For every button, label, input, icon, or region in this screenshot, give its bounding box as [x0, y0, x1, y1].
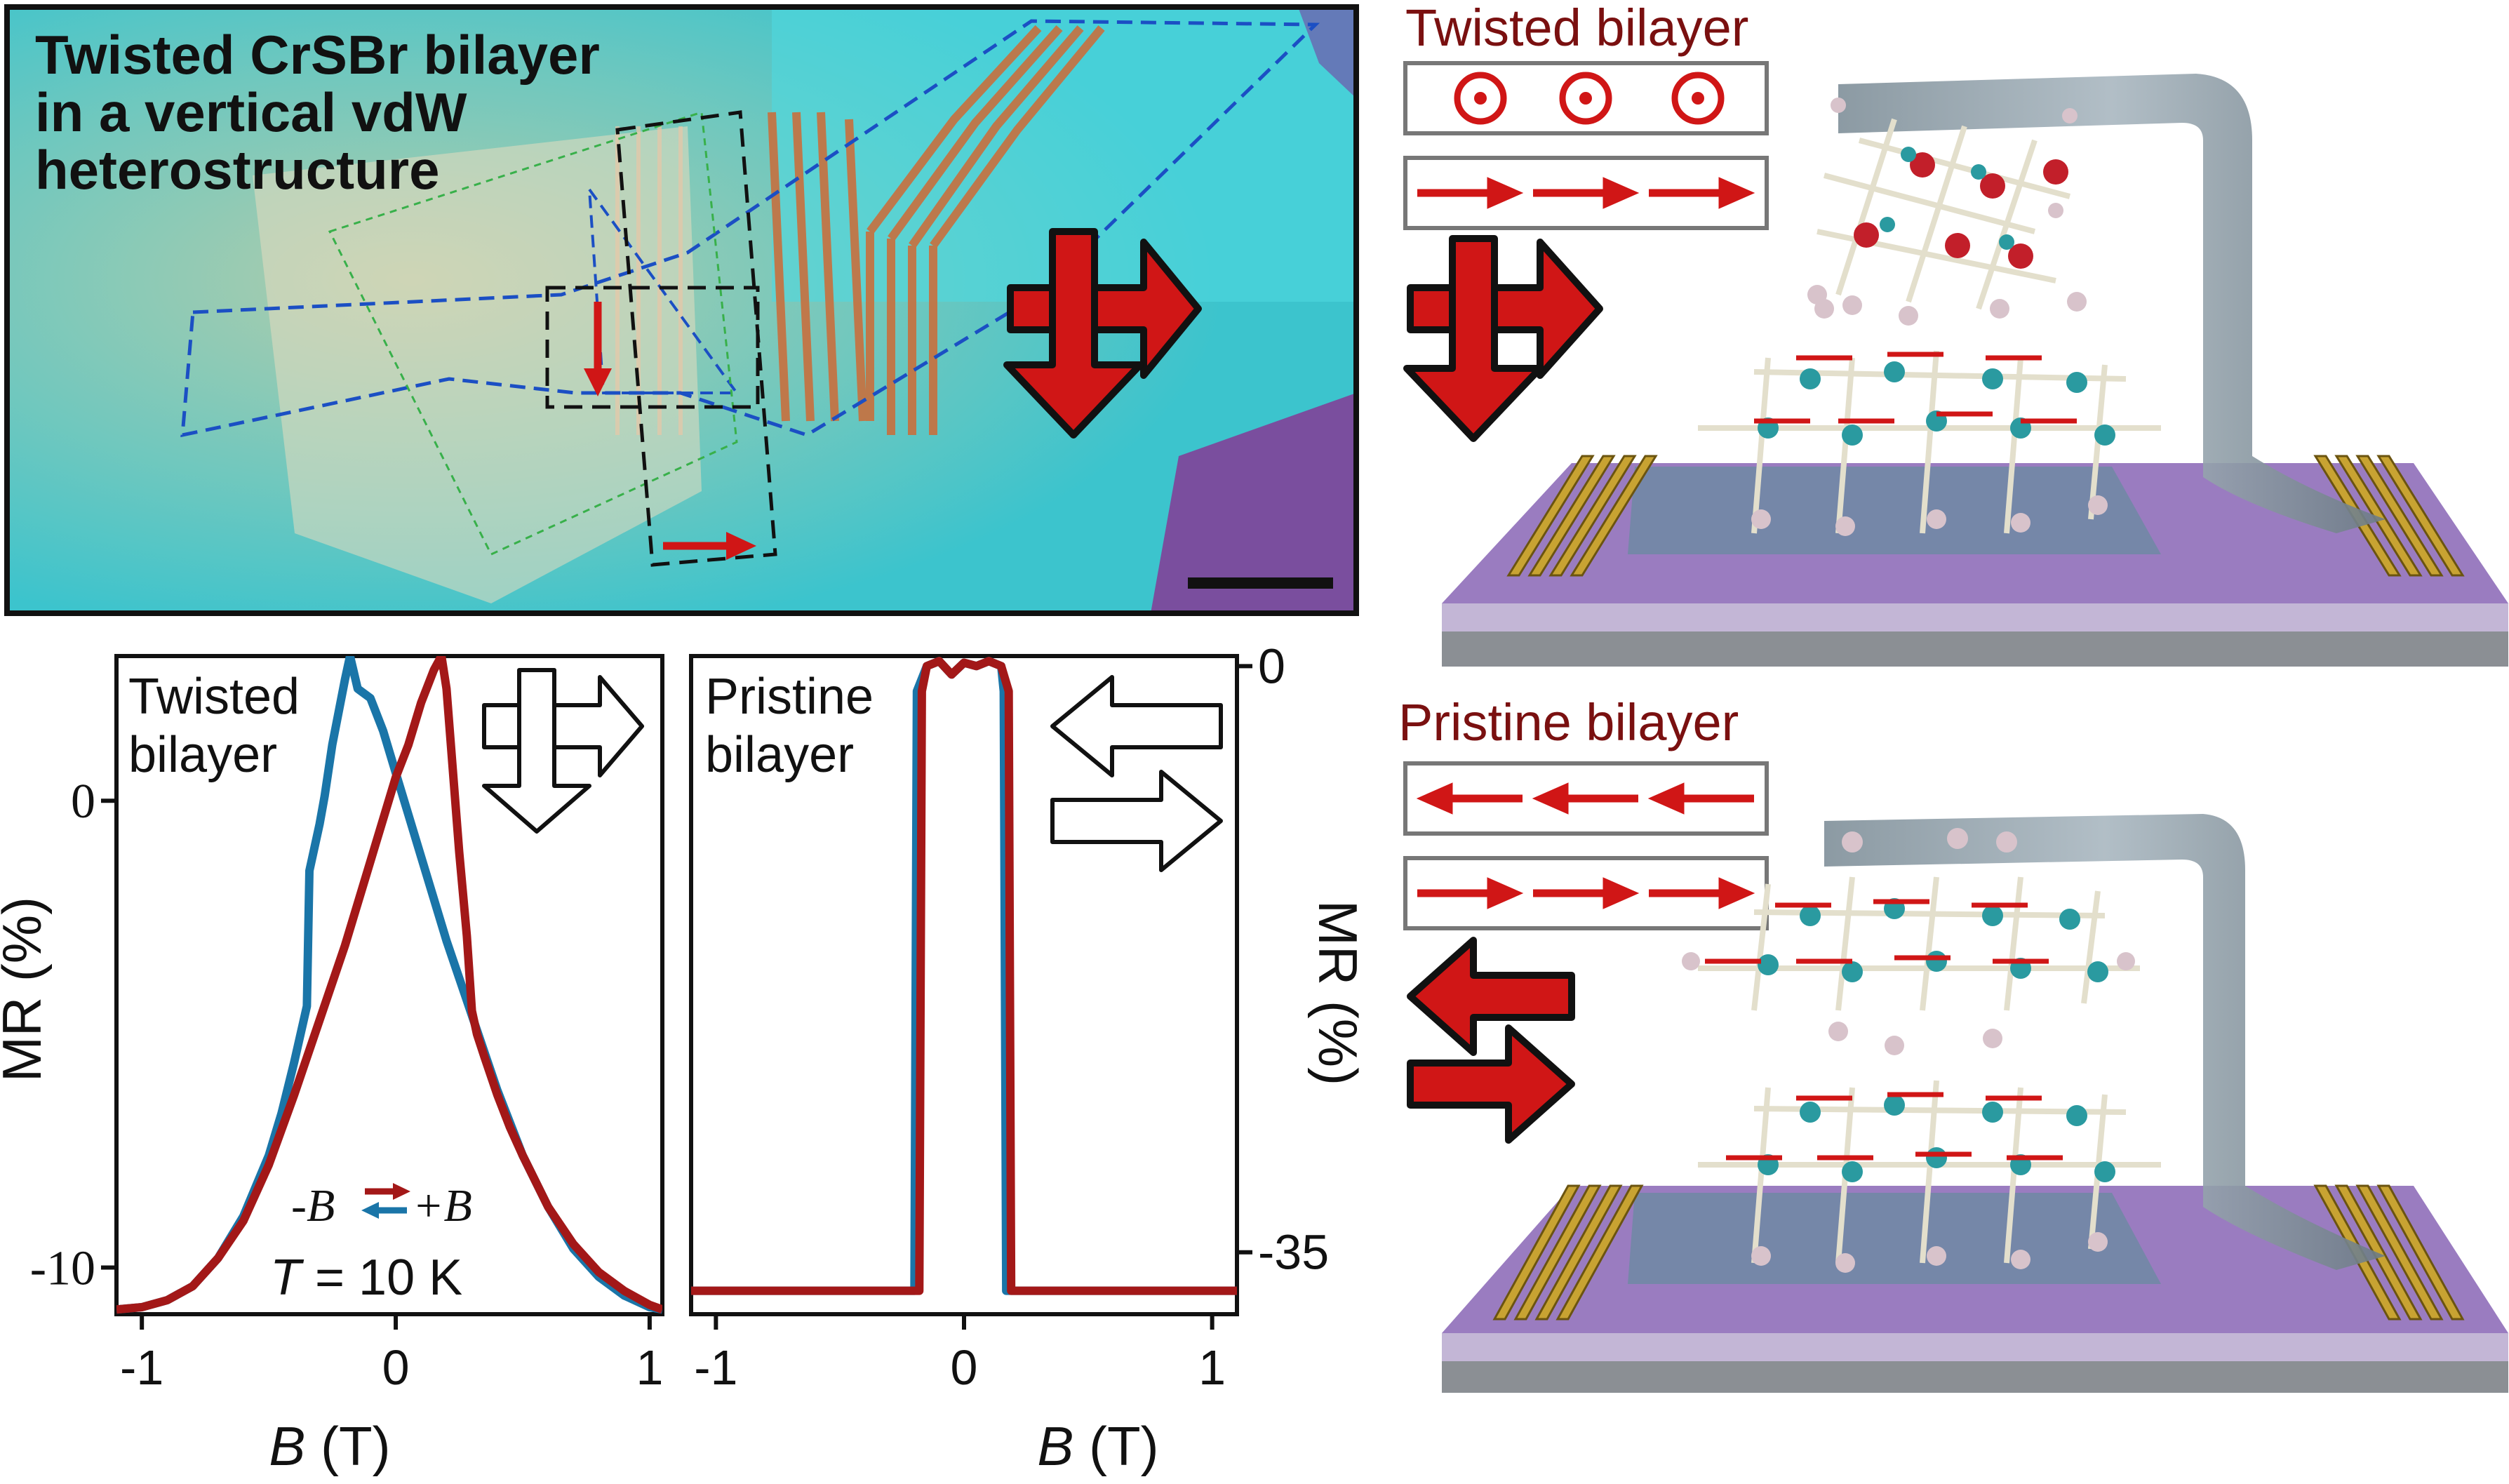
chart-right-ylabel: MR (%) [1307, 900, 1369, 1085]
bottom-flake [253, 126, 702, 603]
micrograph-arrow-right [663, 532, 756, 560]
spin-out-icon [1559, 72, 1612, 125]
micrograph-title-line-1: Twisted CrSBr bilayer [35, 24, 600, 86]
chart-right-label-line-2: bilayer [705, 727, 854, 783]
x-tick-label: -1 [120, 1340, 163, 1395]
out-of-plane-spin-icons [1454, 72, 1725, 125]
device-pristine: Pristine bilayer [1398, 693, 2508, 1393]
chart-right-label-line-1: Pristine [705, 669, 874, 725]
device-pristine-top-contact [1824, 814, 2386, 1270]
x-tick-label: 0 [382, 1340, 410, 1395]
device-twisted: Twisted bilayer [1403, 0, 2508, 667]
y-tick-label: 0 [1258, 639, 1285, 693]
twisted-lower-spin-arrows [1754, 352, 2077, 424]
device-twisted-top-contact [1838, 74, 2386, 533]
pristine-upper-lattice [1698, 876, 2140, 1011]
pristine-lower-spin-arrows [1726, 1092, 2063, 1161]
substrate-region [1151, 393, 1356, 613]
pristine-upper-spin-arrows [1705, 899, 2049, 964]
chart-left: -1 0 10-10 Twisted bilayer -B +B T = 10 K … [0, 654, 664, 1477]
in-plane-spin-arrows [1417, 177, 1755, 209]
pristine-bottom-spin-arrows [1417, 877, 1755, 909]
chart-left-crossed-arrows-icon [482, 668, 644, 834]
chart-left-label-line-2: bilayer [128, 727, 277, 783]
chart-right-antiparallel-arrows-icon [1050, 675, 1223, 872]
chart-left-xlabel: B (T) [269, 1415, 390, 1477]
y-tick-label: -10 [30, 1241, 95, 1295]
twisted-crossed-arrows-icon [1403, 235, 1603, 442]
twisted-lower-br-atoms [1751, 299, 2108, 536]
spin-out-icon [1454, 72, 1507, 125]
device-twisted-gold-contacts [1506, 455, 2465, 577]
pristine-upper-br-atoms [1682, 828, 2135, 970]
device-twisted-title: Twisted bilayer [1405, 0, 1748, 57]
overlap-box-lower [615, 110, 777, 567]
pristine-lower-br-atoms [1751, 1022, 2108, 1273]
pristine-antiparallel-arrows-icon [1407, 937, 1575, 1144]
device-pristine-gold-contacts [1492, 1184, 2465, 1321]
micrograph-arrow-down [584, 302, 612, 396]
green-flake-outline [328, 111, 738, 556]
y-tick-label: 0 [71, 775, 95, 829]
chart-right-xlabel: B (T) [1037, 1415, 1158, 1477]
sweep-direction-legend: -B +B [291, 1180, 472, 1231]
gold-electrodes [768, 25, 1105, 435]
chart-right-frame [689, 654, 1239, 1316]
chart-left-ticks: -1 0 10-10 [30, 775, 664, 1395]
x-tick-label: 1 [1198, 1340, 1226, 1395]
crossed-spin-arrows-icon [1003, 228, 1202, 439]
overlap-box-upper [545, 286, 760, 409]
micrograph-title-line-3: heterostructure [35, 139, 439, 201]
x-tick-label: 0 [951, 1340, 978, 1395]
twisted-upper-lattice [1816, 118, 2071, 310]
pristine-lower-cr-atoms [1758, 1095, 2115, 1182]
spin-out-icon [1671, 72, 1725, 125]
sweep-down-arrow-icon [361, 1202, 379, 1219]
micrograph-panel: Twisted CrSBr bilayer in a vertical vdW … [4, 4, 1359, 616]
x-tick-label: 1 [636, 1340, 663, 1395]
chart-right-series-red [691, 657, 1237, 1295]
sweep-plus-label: +B [413, 1180, 472, 1231]
chart-left-series-red [116, 656, 662, 1314]
scale-bar [1188, 577, 1333, 589]
y-tick-label: -35 [1258, 1225, 1329, 1280]
pristine-top-spin-arrows [1416, 782, 1754, 815]
x-tick-label: -1 [694, 1340, 737, 1395]
device-pristine-title: Pristine bilayer [1398, 693, 1739, 751]
chart-left-label-line-1: Twisted [128, 669, 300, 725]
twisted-upper-s-atoms [1880, 147, 2014, 250]
micrograph-frame [4, 4, 1359, 616]
chart-right: -1 0 1 0 -35 Pristine bilayer B (T) MR (%) [689, 639, 1369, 1477]
chart-right-ticks: -1 0 1 0 -35 [694, 639, 1329, 1395]
micrograph-title-line-2: in a vertical vdW [35, 81, 467, 143]
sweep-minus-label: -B [291, 1180, 335, 1231]
twisted-upper-cr-atoms [1854, 152, 2068, 269]
chart-left-ylabel: MR (%) [0, 897, 53, 1082]
temperature-label: T = 10 K [270, 1250, 462, 1306]
sweep-up-arrow-icon [393, 1183, 410, 1200]
top-flake-outline [180, 19, 1320, 438]
